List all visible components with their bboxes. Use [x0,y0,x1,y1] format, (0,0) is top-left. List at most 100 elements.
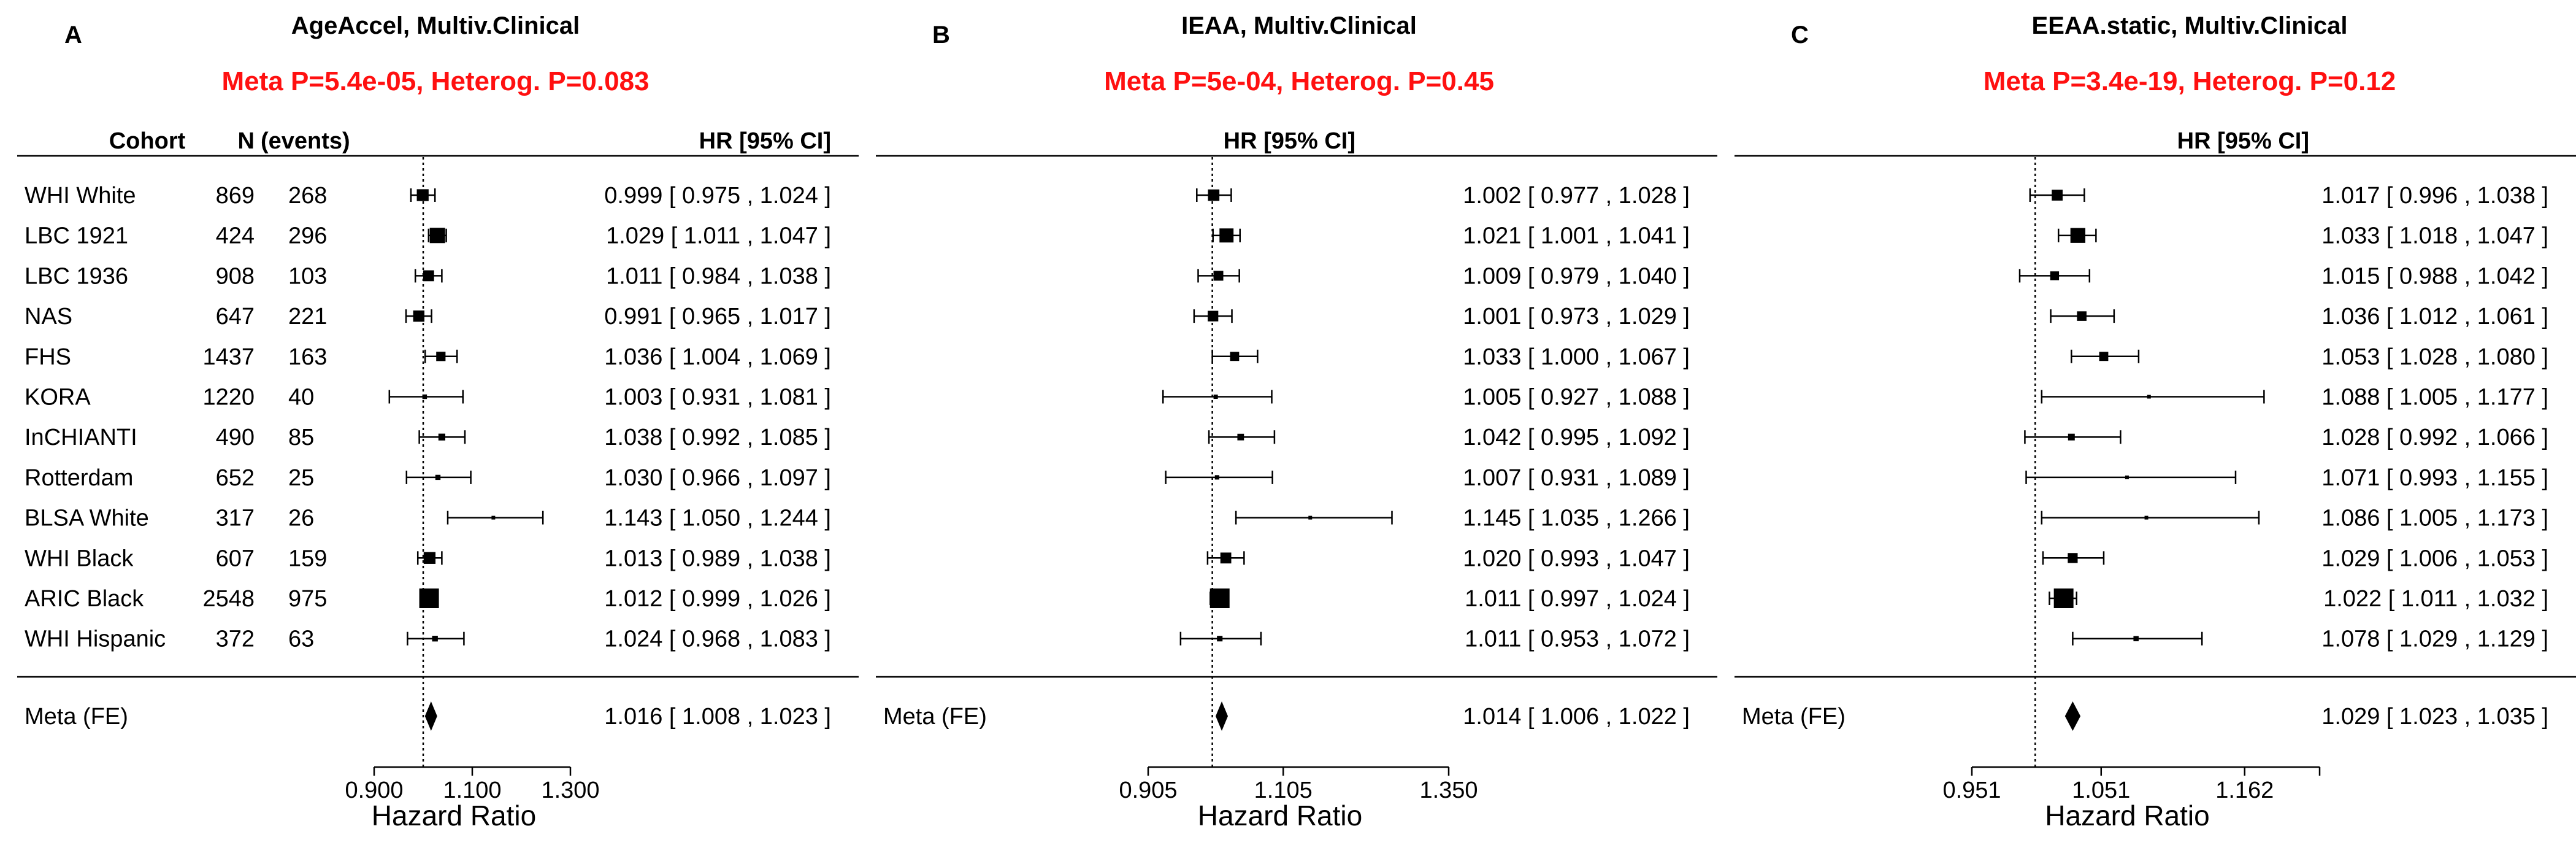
panel-label: C [1791,21,1809,48]
hr-ci-text: 0.991 [ 0.965 , 1.017 ] [604,304,831,330]
point-estimate [2068,433,2075,441]
x-tick-label: 0.951 [1942,777,2001,803]
x-tick-label: 1.100 [443,777,501,803]
hr-ci-text: 1.088 [ 1.005 , 1.177 ] [2321,385,2548,411]
x-tick-label: 1.350 [1419,777,1478,803]
point-estimate [432,636,438,642]
meta-diamond [424,701,437,731]
x-axis-label: Hazard Ratio [2045,800,2209,831]
cohort-n: 647 [216,304,255,330]
hr-ci-text: 1.033 [ 1.000 , 1.067 ] [1463,344,1690,370]
x-tick-label: 0.905 [1119,777,1177,803]
meta-stats: Meta P=5.4e-05, Heterog. P=0.083 [221,66,649,96]
point-estimate [2077,311,2087,321]
point-estimate [1308,515,1313,520]
point-estimate [1217,636,1223,642]
cohort-n: 424 [216,223,255,249]
meta-stats: Meta P=3.4e-19, Heterog. P=0.12 [1984,66,2396,96]
hr-ci-text: 1.078 [ 1.029 , 1.129 ] [2321,627,2548,652]
cohort-label: WHI Black [25,546,134,571]
hr-ci-text: 1.020 [ 0.993 , 1.047 ] [1463,546,1690,571]
hr-ci-text: 1.030 [ 0.966 , 1.097 ] [604,465,831,491]
cohort-label: WHI Hispanic [25,627,166,652]
cohort-label: BLSA White [25,506,149,531]
hr-ci-text: 1.013 [ 0.989 , 1.038 ] [604,546,831,571]
cohort-n: 372 [216,627,255,652]
cohort-label: FHS [25,344,71,370]
cohort-events: 25 [288,465,314,491]
point-estimate [438,433,445,441]
forest-panel-c: C EEAA.static, Multiv.Clinical Meta P=3.4e… [1735,12,2576,831]
cohort-events: 26 [288,506,314,531]
meta-diamond [1216,701,1229,731]
cohort-n: 652 [216,465,255,491]
hr-ci-text: 1.145 [ 1.035 , 1.266 ] [1463,506,1690,531]
hr-ci-text: 1.017 [ 0.996 , 1.038 ] [2321,183,2548,209]
point-estimate [1219,228,1234,243]
cohort-label: ARIC Black [25,586,144,612]
x-tick-label: 1.162 [2215,777,2274,803]
cohort-events: 103 [288,263,327,289]
cohort-label: WHI White [25,183,136,209]
point-estimate [1214,475,1219,480]
hr-ci-text: 1.036 [ 1.004 , 1.069 ] [604,344,831,370]
hr-ci-text: 1.007 [ 0.931 , 1.089 ] [1463,465,1690,491]
point-estimate [1213,271,1224,281]
hr-ci-text: 1.005 [ 0.927 , 1.088 ] [1463,385,1690,411]
point-estimate [2053,588,2074,608]
cohort-events: 85 [288,425,314,450]
x-tick-label: 1.051 [2072,777,2130,803]
point-estimate [2068,553,2078,563]
point-estimate [2147,395,2151,399]
hr-ci-text: 1.011 [ 0.997 , 1.024 ] [1465,586,1690,612]
point-estimate [1208,311,1219,322]
cohort-events: 40 [288,385,314,411]
point-estimate [2070,228,2086,243]
point-estimate [2050,271,2060,280]
hr-ci-text: 1.036 [ 1.012 , 1.061 ] [2321,304,2548,330]
hr-ci-text: 1.009 [ 0.979 , 1.040 ] [1463,263,1690,289]
point-estimate [2052,190,2063,201]
point-estimate [491,515,496,520]
point-estimate [422,394,427,399]
hr-ci-text: 1.042 [ 0.995 , 1.092 ] [1463,425,1690,450]
hr-ci-text: 1.029 [ 1.006 , 1.053 ] [2321,546,2548,571]
point-estimate [1208,189,1220,201]
point-estimate [1237,433,1244,441]
meta-hr-ci-text: 1.016 [ 1.008 , 1.023 ] [604,704,831,730]
panel-title: EEAA.static, Multiv.Clinical [2032,12,2348,39]
hr-ci-text: 1.033 [ 1.018 , 1.047 ] [2321,223,2548,249]
meta-stats: Meta P=5e-04, Heterog. P=0.45 [1104,66,1494,96]
cohort-n: 490 [216,425,255,450]
x-axis-label: Hazard Ratio [372,800,536,831]
point-estimate [2125,475,2129,479]
cohort-n: 908 [216,263,255,289]
point-estimate [1230,352,1240,361]
point-estimate [435,474,441,480]
hr-ci-text: 1.071 [ 0.993 , 1.155 ] [2321,465,2548,491]
column-header-cohort: Cohort [109,128,186,154]
point-estimate [1220,552,1232,564]
cohort-label: InCHIANTI [25,425,137,450]
panel-label: B [932,21,950,48]
cohort-label: NAS [25,304,72,330]
cohort-events: 163 [288,344,327,370]
point-estimate [1209,588,1230,608]
cohort-label: LBC 1921 [25,223,128,249]
hr-ci-text: 1.053 [ 1.028 , 1.080 ] [2321,344,2548,370]
hr-ci-text: 1.003 [ 0.931 , 1.081 ] [604,385,831,411]
x-tick-label: 0.900 [345,777,403,803]
cohort-events: 975 [288,586,327,612]
cohort-events: 221 [288,304,327,330]
meta-hr-ci-text: 1.014 [ 1.006 , 1.022 ] [1463,704,1690,730]
point-estimate [413,310,424,322]
cohort-events: 296 [288,223,327,249]
point-estimate [436,352,446,361]
hr-ci-text: 1.143 [ 1.050 , 1.244 ] [604,506,831,531]
hr-ci-text: 1.015 [ 0.988 , 1.042 ] [2321,263,2548,289]
cohort-n: 607 [216,546,255,571]
meta-label: Meta (FE) [883,704,987,730]
hr-ci-text: 1.022 [ 1.011 , 1.032 ] [2323,586,2548,612]
point-estimate [416,189,429,201]
cohort-events: 159 [288,546,327,571]
